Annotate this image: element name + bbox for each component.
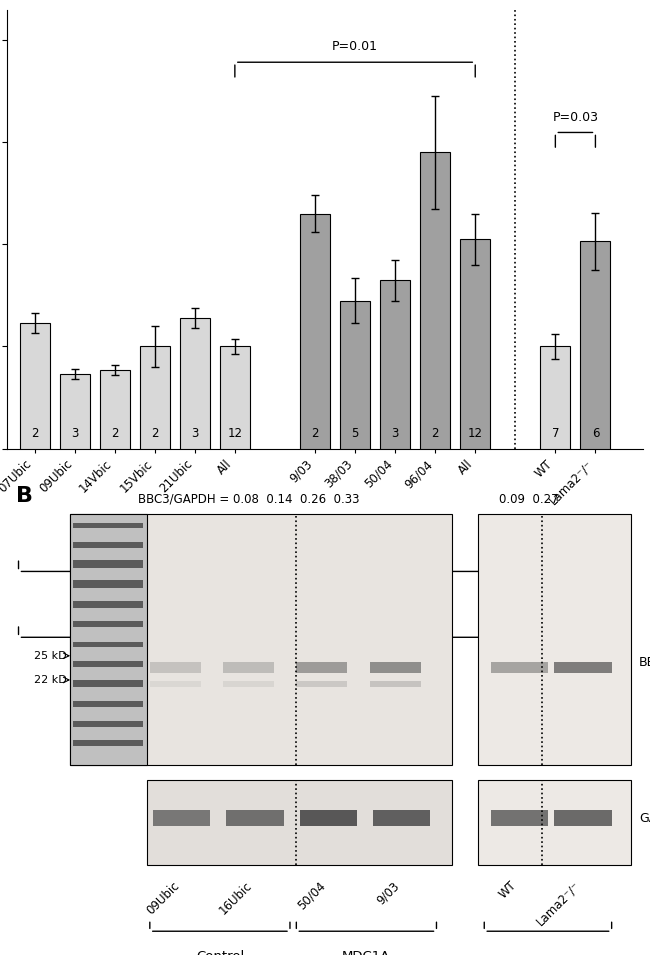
Bar: [370, 681, 421, 687]
Bar: [491, 663, 548, 673]
Text: 16Ubic: 16Ubic: [217, 879, 255, 917]
Bar: [420, 153, 450, 449]
Bar: [140, 347, 170, 449]
Text: 3: 3: [191, 427, 198, 440]
Bar: [73, 622, 144, 627]
Bar: [340, 301, 370, 449]
Text: Lama2⁻/⁻: Lama2⁻/⁻: [534, 879, 583, 928]
Text: Mouse
muscles: Mouse muscles: [548, 589, 603, 617]
Bar: [20, 323, 49, 449]
Bar: [153, 810, 211, 826]
Bar: [180, 318, 210, 449]
Text: Human cells: Human cells: [214, 655, 296, 668]
Bar: [373, 810, 430, 826]
Text: 9/03: 9/03: [374, 879, 402, 907]
Bar: [370, 663, 421, 673]
Bar: [460, 240, 490, 449]
Bar: [73, 601, 144, 607]
Text: 3: 3: [391, 427, 399, 440]
Bar: [380, 280, 410, 449]
Bar: [73, 642, 144, 647]
Bar: [73, 542, 144, 548]
Bar: [580, 242, 610, 449]
Bar: [220, 347, 250, 449]
Bar: [150, 681, 201, 687]
Text: P=0.03: P=0.03: [552, 111, 599, 124]
Bar: [540, 347, 571, 449]
Bar: [73, 661, 144, 667]
Bar: [150, 663, 201, 673]
Bar: [226, 810, 283, 826]
Text: B: B: [16, 485, 33, 505]
Text: MDC1A: MDC1A: [371, 589, 419, 602]
Bar: [60, 374, 90, 449]
Bar: [223, 663, 274, 673]
Bar: [99, 370, 130, 449]
Text: 2: 2: [432, 427, 439, 440]
Text: 3: 3: [71, 427, 78, 440]
Text: Control: Control: [196, 950, 244, 955]
Text: 12: 12: [468, 427, 483, 440]
Bar: [73, 581, 144, 587]
Text: Control: Control: [111, 589, 159, 602]
Text: MDC1A: MDC1A: [342, 950, 391, 955]
Text: 5: 5: [352, 427, 359, 440]
Bar: [554, 810, 612, 826]
Text: 50/04: 50/04: [295, 879, 328, 912]
Bar: [73, 701, 144, 707]
Text: GAPDH: GAPDH: [639, 812, 650, 825]
Bar: [491, 810, 548, 826]
Bar: [296, 681, 347, 687]
Text: 2: 2: [311, 427, 318, 440]
Text: 25 kD: 25 kD: [34, 650, 67, 661]
Text: 0.09  0.27: 0.09 0.27: [499, 493, 558, 506]
Bar: [296, 663, 347, 673]
Bar: [73, 740, 144, 746]
Text: 2: 2: [151, 427, 159, 440]
Bar: [554, 663, 612, 673]
Text: 09Ubic: 09Ubic: [144, 879, 182, 917]
Text: 2: 2: [31, 427, 38, 440]
Text: 22 kD: 22 kD: [34, 675, 67, 685]
Bar: [73, 560, 144, 568]
Bar: [73, 523, 144, 528]
Text: BBC3/GAPDH = 0.08  0.14  0.26  0.33: BBC3/GAPDH = 0.08 0.14 0.26 0.33: [138, 493, 359, 506]
Text: 6: 6: [592, 427, 599, 440]
Text: P=0.01: P=0.01: [332, 40, 378, 53]
Text: 7: 7: [552, 427, 559, 440]
Bar: [73, 721, 144, 727]
Bar: [300, 810, 357, 826]
Text: WT: WT: [497, 879, 519, 902]
Text: BBC3: BBC3: [639, 656, 650, 669]
Text: 12: 12: [227, 427, 242, 440]
Bar: [223, 681, 274, 687]
Bar: [73, 680, 144, 687]
Bar: [300, 214, 330, 449]
Text: 2: 2: [111, 427, 118, 440]
